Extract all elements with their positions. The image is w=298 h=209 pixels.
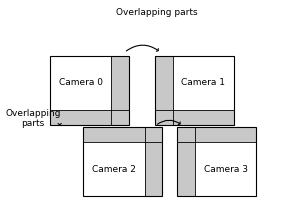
- Bar: [83, 127, 162, 142]
- Bar: [50, 110, 129, 125]
- Text: Camera 0: Camera 0: [59, 78, 103, 87]
- Bar: [145, 127, 162, 196]
- Bar: [50, 56, 129, 125]
- Text: Overlapping parts: Overlapping parts: [116, 8, 197, 17]
- Bar: [83, 127, 162, 196]
- Text: Camera 3: Camera 3: [204, 164, 248, 173]
- Bar: [155, 56, 173, 125]
- Bar: [111, 56, 129, 125]
- Bar: [155, 56, 234, 125]
- Text: Camera 1: Camera 1: [181, 78, 225, 87]
- Text: Camera 2: Camera 2: [92, 164, 136, 173]
- Bar: [177, 127, 256, 142]
- Bar: [155, 56, 234, 125]
- Bar: [83, 127, 162, 196]
- Bar: [177, 127, 195, 196]
- Bar: [50, 56, 129, 125]
- Bar: [155, 110, 234, 125]
- Bar: [177, 127, 256, 196]
- Bar: [177, 127, 256, 196]
- Text: Overlapping
parts: Overlapping parts: [5, 109, 61, 129]
